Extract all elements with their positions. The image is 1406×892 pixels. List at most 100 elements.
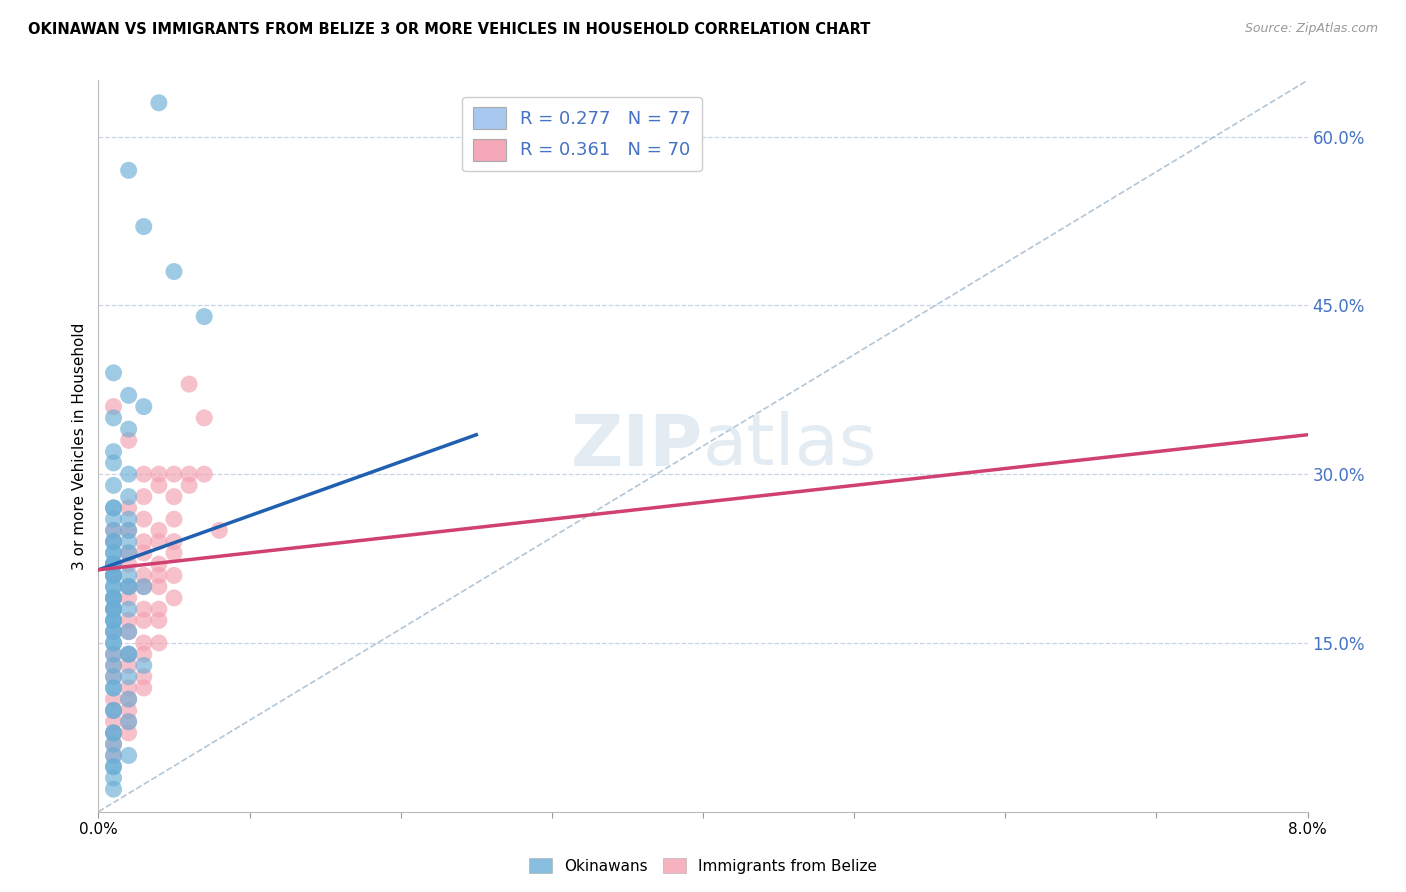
Point <box>118 500 141 515</box>
Point <box>103 410 125 425</box>
Point <box>118 512 141 526</box>
Point <box>132 670 155 684</box>
Point <box>118 647 141 661</box>
Point <box>118 591 141 605</box>
Text: ZIP: ZIP <box>571 411 703 481</box>
Point <box>118 163 141 178</box>
Point <box>132 580 155 594</box>
Point <box>103 500 125 515</box>
Text: atlas: atlas <box>703 411 877 481</box>
Point <box>103 557 125 571</box>
Point <box>148 580 170 594</box>
Point <box>118 568 141 582</box>
Point <box>193 310 215 324</box>
Point <box>132 636 155 650</box>
Point <box>103 557 125 571</box>
Point <box>163 591 186 605</box>
Point <box>118 624 141 639</box>
Point <box>193 467 215 482</box>
Point <box>103 366 125 380</box>
Point <box>103 524 125 538</box>
Point <box>118 422 141 436</box>
Point <box>103 478 125 492</box>
Legend: R = 0.277   N = 77, R = 0.361   N = 70: R = 0.277 N = 77, R = 0.361 N = 70 <box>463 96 702 171</box>
Point <box>103 624 125 639</box>
Point <box>132 681 155 695</box>
Point <box>103 760 125 774</box>
Point <box>103 557 125 571</box>
Point <box>132 512 155 526</box>
Point <box>118 580 141 594</box>
Point <box>148 534 170 549</box>
Point <box>163 534 186 549</box>
Point <box>118 714 141 729</box>
Point <box>163 568 186 582</box>
Point <box>103 580 125 594</box>
Point <box>103 568 125 582</box>
Point <box>103 591 125 605</box>
Point <box>132 219 155 234</box>
Point <box>103 737 125 751</box>
Point <box>103 748 125 763</box>
Point <box>118 467 141 482</box>
Point <box>103 726 125 740</box>
Legend: Okinawans, Immigrants from Belize: Okinawans, Immigrants from Belize <box>523 852 883 880</box>
Point <box>103 714 125 729</box>
Point <box>103 692 125 706</box>
Point <box>132 467 155 482</box>
Point <box>132 580 155 594</box>
Point <box>118 703 141 717</box>
Point <box>118 692 141 706</box>
Point <box>103 534 125 549</box>
Point <box>179 377 201 392</box>
Point <box>193 410 215 425</box>
Point <box>103 647 125 661</box>
Point <box>148 467 170 482</box>
Point <box>103 614 125 628</box>
Point <box>118 714 141 729</box>
Point <box>103 658 125 673</box>
Point <box>118 524 141 538</box>
Point <box>163 490 186 504</box>
Point <box>148 636 170 650</box>
Point <box>103 568 125 582</box>
Point <box>103 591 125 605</box>
Point <box>148 95 170 110</box>
Point <box>118 534 141 549</box>
Point <box>103 681 125 695</box>
Point <box>118 614 141 628</box>
Point <box>118 647 141 661</box>
Point <box>118 692 141 706</box>
Text: Source: ZipAtlas.com: Source: ZipAtlas.com <box>1244 22 1378 36</box>
Point <box>103 647 125 661</box>
Point <box>103 636 125 650</box>
Point <box>103 546 125 560</box>
Point <box>132 614 155 628</box>
Point <box>132 490 155 504</box>
Point <box>103 614 125 628</box>
Point <box>103 557 125 571</box>
Point <box>118 726 141 740</box>
Point <box>118 748 141 763</box>
Point <box>148 568 170 582</box>
Point <box>179 467 201 482</box>
Point <box>103 771 125 785</box>
Point <box>103 580 125 594</box>
Point <box>103 703 125 717</box>
Point <box>103 624 125 639</box>
Point <box>103 557 125 571</box>
Point <box>103 500 125 515</box>
Point <box>163 512 186 526</box>
Y-axis label: 3 or more Vehicles in Household: 3 or more Vehicles in Household <box>72 322 87 570</box>
Point <box>132 602 155 616</box>
Point <box>118 434 141 448</box>
Point <box>103 602 125 616</box>
Point <box>118 490 141 504</box>
Point <box>103 670 125 684</box>
Point <box>103 760 125 774</box>
Point <box>118 388 141 402</box>
Point <box>103 524 125 538</box>
Point <box>103 703 125 717</box>
Point <box>208 524 231 538</box>
Point <box>118 524 141 538</box>
